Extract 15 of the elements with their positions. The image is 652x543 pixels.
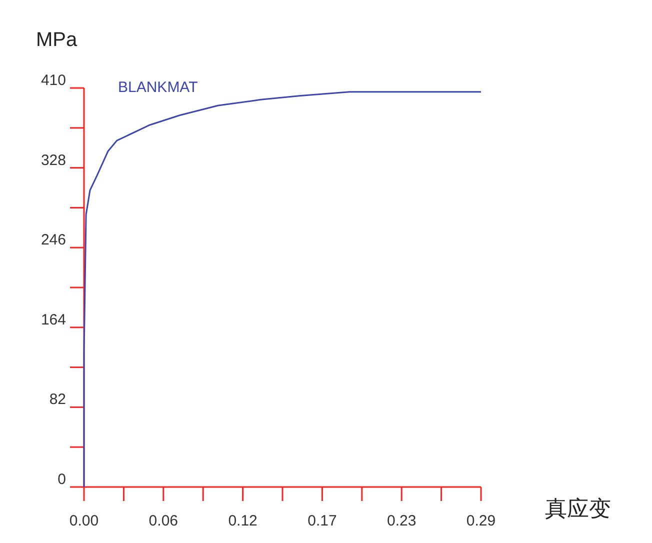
series-label: BLANKMAT <box>118 79 198 96</box>
x-tick-label: 0.23 <box>387 512 416 530</box>
x-tick-label: 0.06 <box>148 512 178 530</box>
y-tick-label: 410 <box>40 72 66 89</box>
x-tick-label: 0.00 <box>69 512 99 530</box>
x-tick-label: 0.17 <box>308 512 337 530</box>
y-tick-label: 164 <box>40 311 66 328</box>
y-tick-label: 328 <box>40 152 66 169</box>
y-tick-label: 0 <box>58 471 66 488</box>
y-tick-label: 82 <box>49 391 66 408</box>
y-tick-label: 246 <box>40 232 66 249</box>
x-tick-label: 0.12 <box>228 512 258 530</box>
y-axis-title: MPa <box>36 29 78 51</box>
x-axis-title: 真应变 <box>545 496 611 521</box>
x-tick-label: 0.29 <box>466 512 496 530</box>
